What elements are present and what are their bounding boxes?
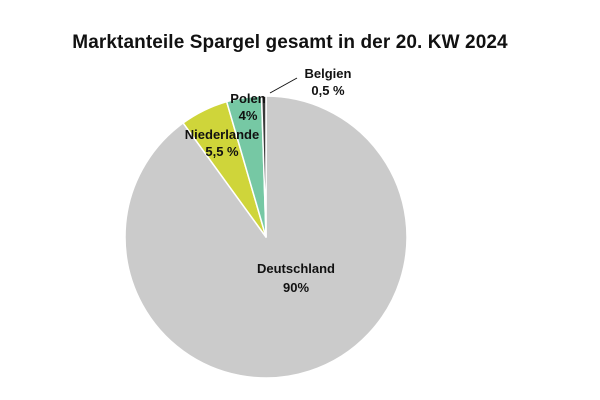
pie-slices	[124, 95, 408, 379]
chart-title: Marktanteile Spargel gesamt in der 20. K…	[72, 32, 508, 53]
slice-value-polen: 4%	[239, 108, 258, 123]
slice-name-niederlande: Niederlande	[185, 127, 259, 142]
slice-label-belgien: Belgien 0,5 %	[305, 66, 352, 98]
slice-value-deutschland: 90%	[283, 280, 309, 295]
slice-name-belgien: Belgien	[305, 66, 352, 81]
slice-name-deutschland: Deutschland	[257, 261, 335, 276]
slice-label-polen: Polen 4%	[230, 91, 265, 123]
slice-labels: Deutschland 90% Niederlande 5,5 % Polen 4% Bel…	[185, 66, 352, 295]
slice-name-polen: Polen	[230, 91, 265, 106]
slice-value-niederlande: 5,5 %	[205, 144, 239, 159]
slice-label-niederlande: Niederlande 5,5 %	[185, 127, 259, 159]
leader-line-belgien	[269, 77, 298, 94]
slice-label-deutschland: Deutschland 90%	[257, 261, 335, 295]
pie-slice-belgien	[260, 95, 267, 238]
slice-value-belgien: 0,5 %	[311, 83, 345, 98]
